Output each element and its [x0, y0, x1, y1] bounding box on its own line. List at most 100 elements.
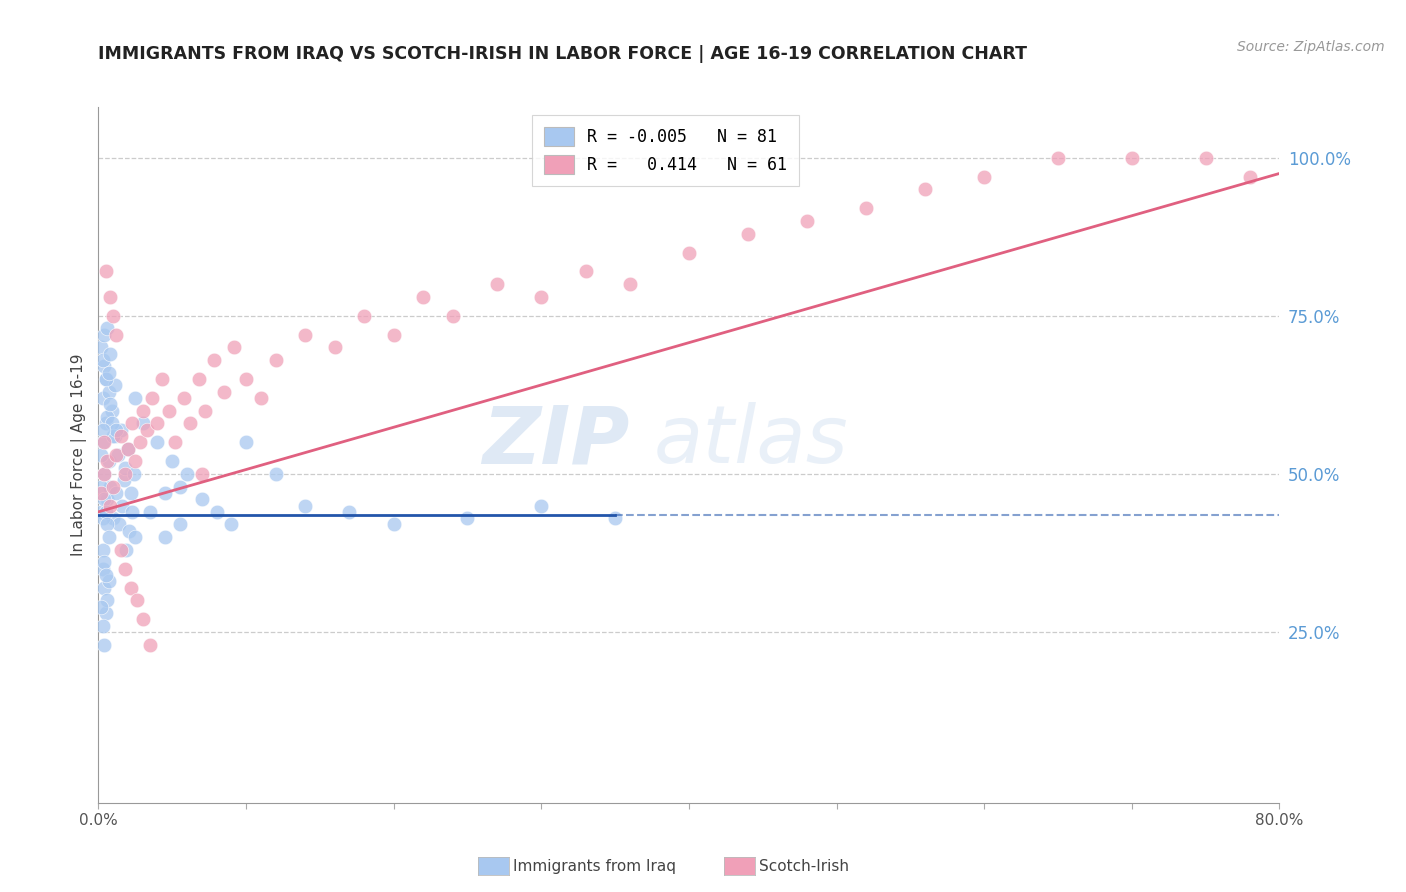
Point: [115, 542, 138, 557]
Point: [91, 618, 114, 632]
Point: [97, 366, 120, 380]
Point: [93, 359, 115, 374]
Point: [176, 467, 198, 481]
Point: [94, 505, 117, 519]
Point: [124, 454, 146, 468]
Point: [605, 511, 627, 525]
Point: [619, 277, 641, 292]
Text: Immigrants from Iraq: Immigrants from Iraq: [513, 859, 676, 873]
Point: [94, 372, 117, 386]
Point: [1046, 151, 1070, 165]
Point: [107, 448, 129, 462]
Point: [93, 327, 115, 342]
Point: [224, 340, 246, 354]
Point: [110, 429, 132, 443]
Point: [94, 606, 117, 620]
Point: [90, 505, 112, 519]
Point: [441, 309, 464, 323]
Point: [169, 479, 191, 493]
Point: [486, 277, 509, 292]
Point: [94, 372, 117, 386]
Point: [382, 517, 405, 532]
Point: [132, 612, 155, 626]
Point: [202, 353, 225, 368]
Text: atlas: atlas: [654, 402, 848, 480]
Point: [973, 169, 995, 184]
Point: [264, 353, 287, 368]
Point: [146, 417, 169, 431]
Point: [97, 530, 120, 544]
Point: [91, 435, 114, 450]
Point: [100, 417, 122, 431]
Point: [91, 542, 114, 557]
Point: [90, 340, 112, 354]
Point: [98, 397, 121, 411]
Point: [294, 499, 316, 513]
Point: [114, 460, 136, 475]
Point: [264, 467, 287, 481]
Point: [94, 417, 117, 431]
Point: [91, 423, 114, 437]
Point: [141, 391, 163, 405]
Point: [105, 486, 128, 500]
Point: [96, 454, 118, 468]
Point: [97, 574, 120, 589]
Point: [323, 340, 346, 354]
Point: [90, 448, 112, 462]
Point: [678, 245, 700, 260]
Point: [105, 448, 128, 462]
Point: [132, 403, 155, 417]
Point: [121, 505, 143, 519]
Point: [169, 517, 191, 532]
Point: [136, 423, 159, 437]
Point: [855, 201, 877, 215]
Point: [118, 524, 141, 538]
Point: [339, 505, 361, 519]
Point: [96, 409, 118, 424]
Point: [90, 599, 112, 614]
Point: [146, 435, 169, 450]
Point: [128, 435, 150, 450]
Point: [221, 517, 243, 532]
Point: [96, 517, 118, 532]
Point: [91, 562, 114, 576]
Point: [150, 372, 173, 386]
Point: [91, 353, 114, 368]
Point: [93, 435, 115, 450]
Point: [153, 530, 176, 544]
Point: [162, 454, 183, 468]
Point: [187, 372, 209, 386]
Point: [93, 467, 115, 481]
Point: [93, 581, 115, 595]
Point: [122, 467, 145, 481]
Point: [205, 505, 228, 519]
Point: [139, 505, 162, 519]
Point: [412, 290, 434, 304]
Point: [100, 403, 122, 417]
Point: [110, 542, 132, 557]
Point: [114, 467, 136, 481]
Point: [737, 227, 759, 241]
Point: [93, 467, 115, 481]
Point: [93, 556, 115, 570]
Point: [96, 321, 118, 335]
Point: [139, 638, 162, 652]
Point: [105, 327, 128, 342]
Point: [98, 347, 121, 361]
Point: [132, 417, 155, 431]
Point: [914, 182, 936, 196]
Point: [93, 492, 115, 507]
Point: [353, 309, 375, 323]
Y-axis label: In Labor Force | Age 16-19: In Labor Force | Age 16-19: [72, 353, 87, 557]
Text: Scotch-Irish: Scotch-Irish: [759, 859, 849, 873]
Point: [111, 499, 134, 513]
Point: [212, 384, 235, 399]
Point: [114, 562, 136, 576]
Point: [117, 442, 139, 456]
Point: [235, 372, 257, 386]
Point: [796, 214, 818, 228]
Point: [125, 593, 148, 607]
Legend: R = -0.005   N = 81, R =   0.414   N = 61: R = -0.005 N = 81, R = 0.414 N = 61: [531, 115, 799, 186]
Point: [120, 486, 142, 500]
Point: [96, 492, 118, 507]
